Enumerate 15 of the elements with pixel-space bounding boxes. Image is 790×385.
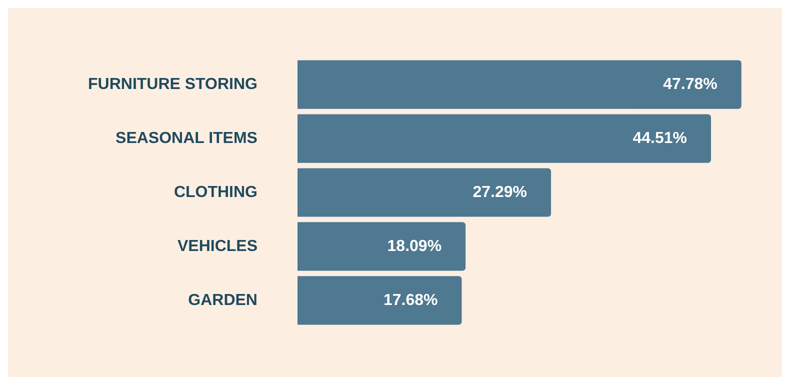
y-tick-label: VEHICLES <box>177 238 258 255</box>
data-label: 27.29% <box>472 184 528 201</box>
bar <box>297 60 742 109</box>
data-label: 47.78% <box>663 76 718 93</box>
data-label: 44.51% <box>632 130 687 147</box>
bar <box>297 222 466 271</box>
y-tick-label: SEASONAL ITEMS <box>116 130 258 147</box>
bar <box>297 276 462 325</box>
y-tick-label: FURNITURE STORING <box>88 76 258 93</box>
y-tick-label: GARDEN <box>188 292 258 309</box>
y-tick-label: CLOTHING <box>174 184 258 201</box>
bar <box>297 168 552 217</box>
data-label: 18.09% <box>387 238 442 255</box>
bar <box>297 114 711 163</box>
data-label: 17.68% <box>383 292 438 309</box>
